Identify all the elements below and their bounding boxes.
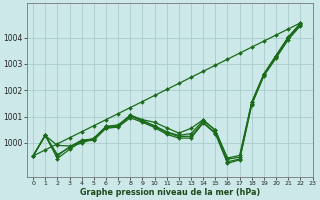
X-axis label: Graphe pression niveau de la mer (hPa): Graphe pression niveau de la mer (hPa) <box>80 188 260 197</box>
